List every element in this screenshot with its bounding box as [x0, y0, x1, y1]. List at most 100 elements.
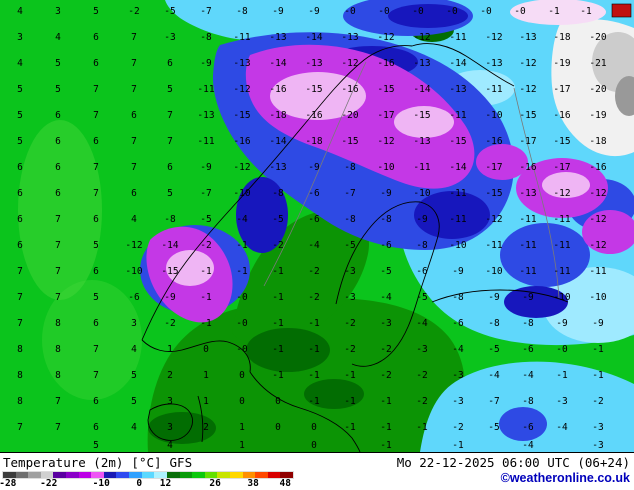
temp-value: 4 — [167, 440, 173, 451]
temp-value: 1 — [239, 422, 245, 433]
temp-value: -12 — [589, 240, 606, 251]
colorbar-tick-labels: -28 -22 -10 0 12 26 38 48 — [0, 478, 294, 489]
temp-value: 3 — [17, 32, 23, 43]
temp-value: 5 — [17, 110, 23, 121]
colorbar-tick: -10 — [92, 478, 110, 489]
colorbar-segment — [255, 472, 268, 478]
temp-value: -0 — [412, 6, 424, 17]
temp-band-region — [500, 223, 590, 287]
temp-value: -10 — [485, 110, 502, 121]
temp-value: -11 — [197, 136, 214, 147]
temp-value: -4 — [416, 318, 428, 329]
temp-value: -4 — [308, 240, 320, 251]
temp-value: 7 — [17, 292, 23, 303]
temp-value: -6 — [308, 188, 320, 199]
temp-value: -8 — [452, 292, 464, 303]
temp-value: -5 — [416, 292, 427, 303]
temp-value: 3 — [167, 422, 173, 433]
temp-value: -2 — [592, 396, 603, 407]
temp-band-region — [420, 361, 634, 452]
temp-value: -15 — [553, 136, 570, 147]
temp-band-region — [388, 4, 468, 28]
temp-band-region — [592, 32, 634, 92]
colorbar-segment — [229, 472, 243, 478]
temp-value: -2 — [164, 318, 175, 329]
temp-value: -4 — [488, 370, 500, 381]
colorbar-segment — [179, 472, 193, 478]
temp-value: -11 — [485, 84, 502, 95]
temp-value: 6 — [93, 214, 99, 225]
coastlines — [141, 43, 569, 452]
temp-band-region — [18, 120, 102, 300]
copyright-link[interactable]: ©weatheronline.co.uk — [500, 471, 630, 485]
temp-value: -0 — [236, 344, 248, 355]
temp-value: -12 — [233, 162, 250, 173]
temp-value: -12 — [519, 58, 536, 69]
temp-value: -11 — [449, 214, 466, 225]
temp-value: -12 — [553, 188, 570, 199]
colorbar-segment — [28, 472, 41, 478]
temp-value: -9 — [452, 266, 464, 277]
temp-value: 5 — [167, 188, 173, 199]
temp-value: -1 — [380, 396, 392, 407]
temp-value: -11 — [197, 84, 214, 95]
colorbar-segment — [192, 472, 205, 478]
temp-value: -14 — [161, 240, 178, 251]
temp-value: -1 — [452, 440, 464, 451]
temp-value: -4 — [236, 214, 248, 225]
temp-value: -1 — [344, 370, 356, 381]
temp-value: -1 — [236, 240, 248, 251]
temp-value: 7 — [131, 136, 137, 147]
temp-value: 6 — [55, 136, 61, 147]
temp-value: -10 — [233, 188, 250, 199]
temp-value: -10 — [413, 188, 430, 199]
temp-value: 7 — [167, 136, 173, 147]
temp-value: -5 — [164, 6, 175, 17]
temp-value: -9 — [308, 162, 320, 173]
temp-value: -5 — [488, 344, 499, 355]
colorbar-segment — [217, 472, 230, 478]
temp-value: 6 — [55, 162, 61, 173]
colorbar-segment — [154, 472, 167, 478]
temp-value: -15 — [341, 136, 358, 147]
temp-value: -1 — [308, 344, 320, 355]
temp-value: -10 — [125, 266, 142, 277]
temp-value: -20 — [589, 84, 606, 95]
temp-band-region — [246, 328, 330, 372]
temp-value: -16 — [589, 162, 606, 173]
temp-band-region — [148, 412, 216, 444]
temp-value: -9 — [164, 292, 176, 303]
temp-value: 4 — [131, 344, 137, 355]
temp-value: 7 — [93, 188, 99, 199]
temp-value: -1 — [272, 266, 284, 277]
temp-value: 0 — [311, 440, 317, 451]
temp-value: 4 — [131, 214, 137, 225]
temp-value: 5 — [17, 136, 23, 147]
temp-value: -1 — [380, 422, 392, 433]
colorbar-segment — [40, 472, 54, 478]
temp-value: -5 — [200, 214, 211, 225]
temp-value: -16 — [377, 58, 394, 69]
temp-value: -11 — [519, 240, 536, 251]
temp-value: -10 — [589, 292, 606, 303]
temp-value: 8 — [55, 370, 61, 381]
temp-value: -3 — [344, 266, 355, 277]
temp-value: -17 — [553, 162, 570, 173]
temp-value: 7 — [93, 370, 99, 381]
temp-value: -10 — [449, 240, 466, 251]
temp-value: -3 — [452, 370, 463, 381]
temp-value: 1 — [239, 440, 245, 451]
temp-value: -17 — [485, 162, 502, 173]
colorbar-tick: 0 — [136, 478, 143, 489]
temp-value: -4 — [522, 440, 534, 451]
temp-value: -15 — [377, 84, 394, 95]
temp-value: -11 — [449, 110, 466, 121]
temp-value: -0 — [556, 344, 568, 355]
temp-value: -11 — [589, 266, 606, 277]
temp-value: 3 — [131, 318, 137, 329]
temp-value: 6 — [131, 188, 137, 199]
temp-value: -4 — [556, 422, 568, 433]
temp-value: 0 — [275, 422, 281, 433]
temp-value: -9 — [488, 292, 500, 303]
temp-value: -6 — [416, 266, 428, 277]
